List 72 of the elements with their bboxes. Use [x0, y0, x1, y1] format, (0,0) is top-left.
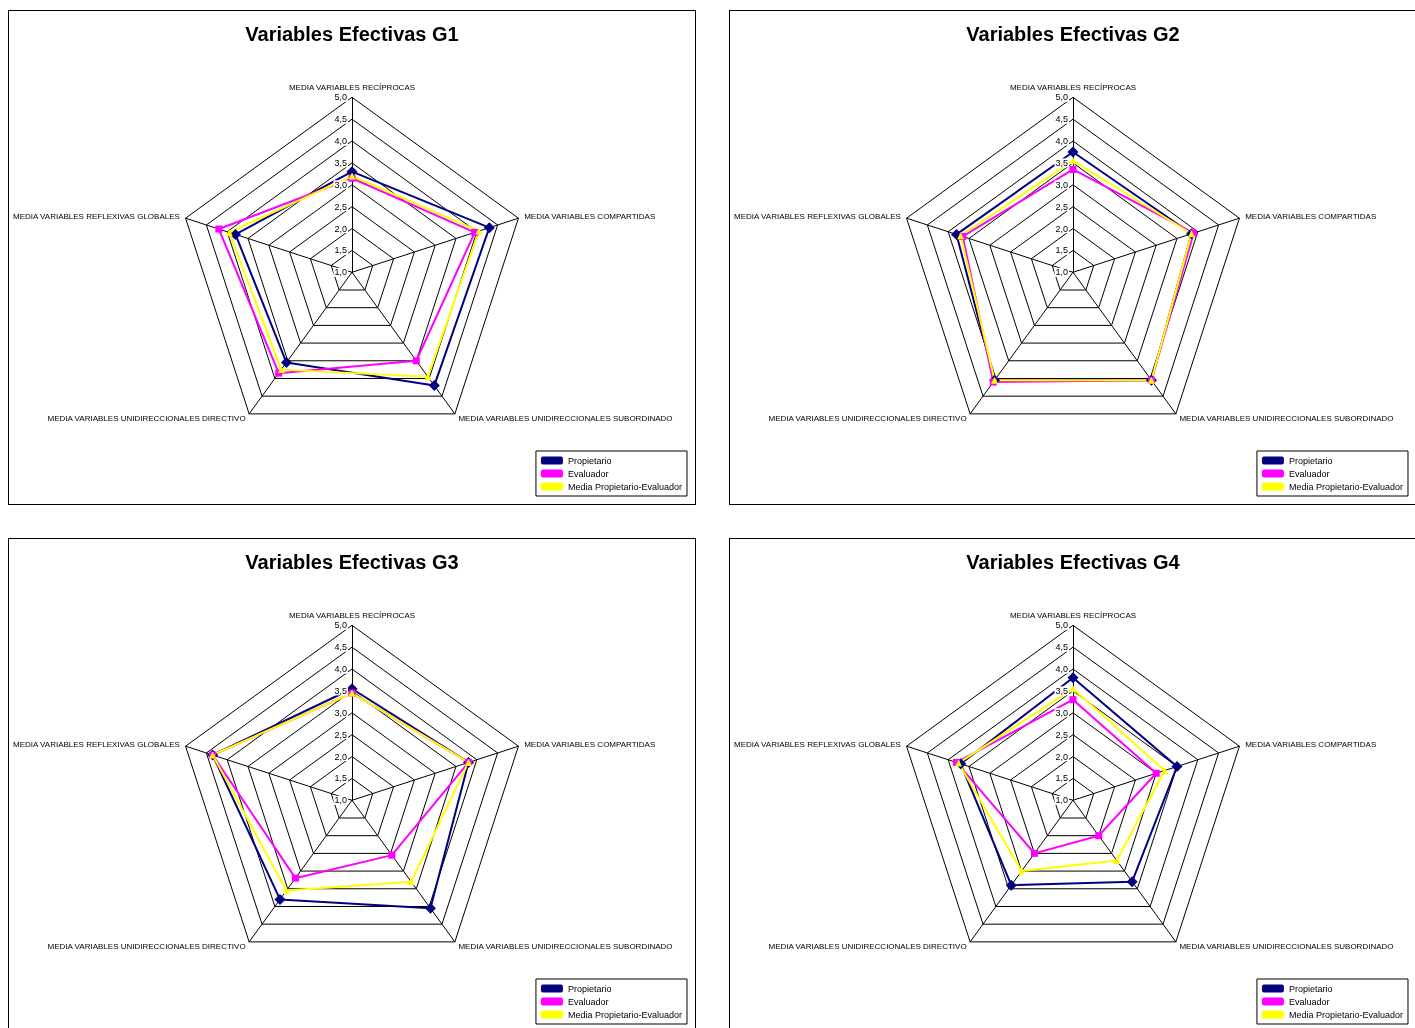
legend-label: Media Propietario-Evaluador [567, 1009, 682, 1020]
y-tick-label: 3,5 [1055, 685, 1068, 696]
y-tick-label: 5,0 [334, 620, 347, 631]
y-tick-label: 2,5 [1055, 201, 1068, 212]
legend-label: Propietario [567, 455, 612, 466]
y-tick-label: 1,0 [334, 267, 347, 278]
y-tick-label: 4,5 [334, 642, 347, 653]
y-tick-label: 1,0 [334, 795, 347, 806]
y-tick-label: 1,0 [1055, 267, 1068, 278]
spoke-label: MEDIA VARIABLES UNIDIRECCIONALES DIRECTIVO [47, 942, 246, 952]
y-tick-label: 5,0 [1055, 92, 1068, 103]
legend-label: Evaluador [1288, 996, 1330, 1007]
spoke-label: MEDIA VARIABLES COMPARTIDAS [524, 739, 656, 749]
y-tick-label: 4,5 [1055, 642, 1068, 653]
y-tick-label: 3,5 [334, 685, 347, 696]
chart-title: Variables Efectivas G1 [245, 23, 459, 45]
chart-title: Variables Efectivas G3 [245, 551, 459, 573]
y-tick-label: 2,0 [1055, 223, 1068, 234]
y-tick-label: 4,0 [1055, 136, 1068, 147]
y-tick-label: 3,5 [1055, 157, 1068, 168]
spoke-label: MEDIA VARIABLES REFLEXIVAS GLOBALES [12, 739, 180, 749]
spoke-label: MEDIA VARIABLES UNIDIRECCIONALES SUBORDINADO [458, 942, 673, 952]
spoke-label: MEDIA VARIABLES COMPARTIDAS [1245, 739, 1377, 749]
y-tick-label: 4,5 [1055, 114, 1068, 125]
spoke-label: MEDIA VARIABLES REFLEXIVAS GLOBALES [733, 211, 901, 221]
legend-label: Evaluador [1288, 468, 1330, 479]
y-tick-label: 2,5 [334, 201, 347, 212]
y-tick-label: 1,0 [1055, 795, 1068, 806]
y-tick-label: 3,0 [1055, 179, 1068, 190]
y-tick-label: 1,5 [1055, 773, 1068, 784]
spoke-label: MEDIA VARIABLES RECÍPROCAS [1009, 610, 1137, 620]
spoke-label: MEDIA VARIABLES RECÍPROCAS [288, 82, 416, 92]
y-tick-label: 4,0 [1055, 664, 1068, 675]
chart-title: Variables Efectivas G2 [966, 23, 1180, 45]
legend-label: Evaluador [567, 468, 609, 479]
legend-label: Evaluador [567, 996, 609, 1007]
legend-label: Propietario [567, 983, 612, 994]
y-tick-label: 2,5 [334, 729, 347, 740]
y-tick-label: 3,0 [334, 707, 347, 718]
y-tick-label: 2,0 [334, 223, 347, 234]
spoke-label: MEDIA VARIABLES REFLEXIVAS GLOBALES [12, 211, 180, 221]
spoke-label: MEDIA VARIABLES UNIDIRECCIONALES DIRECTIVO [768, 942, 967, 952]
spoke-label: MEDIA VARIABLES COMPARTIDAS [524, 211, 656, 221]
chart-title: Variables Efectivas G4 [966, 551, 1181, 573]
legend-label: Media Propietario-Evaluador [567, 481, 682, 492]
y-tick-label: 4,0 [334, 136, 347, 147]
legend-label: Media Propietario-Evaluador [1288, 1009, 1403, 1020]
y-tick-label: 4,5 [334, 114, 347, 125]
y-tick-label: 2,0 [1055, 751, 1068, 762]
y-tick-label: 1,5 [334, 245, 347, 256]
y-tick-label: 3,0 [334, 179, 347, 190]
spoke-label: MEDIA VARIABLES UNIDIRECCIONALES SUBORDINADO [1179, 942, 1394, 952]
y-tick-label: 1,5 [1055, 245, 1068, 256]
legend-label: Propietario [1288, 455, 1333, 466]
spoke-label: MEDIA VARIABLES REFLEXIVAS GLOBALES [733, 739, 901, 749]
y-tick-label: 1,5 [334, 773, 347, 784]
y-tick-label: 5,0 [334, 92, 347, 103]
spoke-label: MEDIA VARIABLES UNIDIRECCIONALES SUBORDINADO [1179, 414, 1394, 424]
spoke-label: MEDIA VARIABLES RECÍPROCAS [288, 610, 416, 620]
y-tick-label: 3,5 [334, 157, 347, 168]
y-tick-label: 2,0 [334, 751, 347, 762]
y-tick-label: 3,0 [1055, 707, 1068, 718]
spoke-label: MEDIA VARIABLES COMPARTIDAS [1245, 211, 1377, 221]
legend-label: Media Propietario-Evaluador [1288, 481, 1403, 492]
spoke-label: MEDIA VARIABLES UNIDIRECCIONALES DIRECTIVO [768, 414, 967, 424]
legend-label: Propietario [1288, 983, 1333, 994]
spoke-label: MEDIA VARIABLES RECÍPROCAS [1009, 82, 1137, 92]
spoke-label: MEDIA VARIABLES UNIDIRECCIONALES SUBORDINADO [458, 414, 673, 424]
y-tick-label: 5,0 [1055, 620, 1068, 631]
spoke-label: MEDIA VARIABLES UNIDIRECCIONALES DIRECTIVO [47, 414, 246, 424]
y-tick-label: 2,5 [1055, 729, 1068, 740]
y-tick-label: 4,0 [334, 664, 347, 675]
